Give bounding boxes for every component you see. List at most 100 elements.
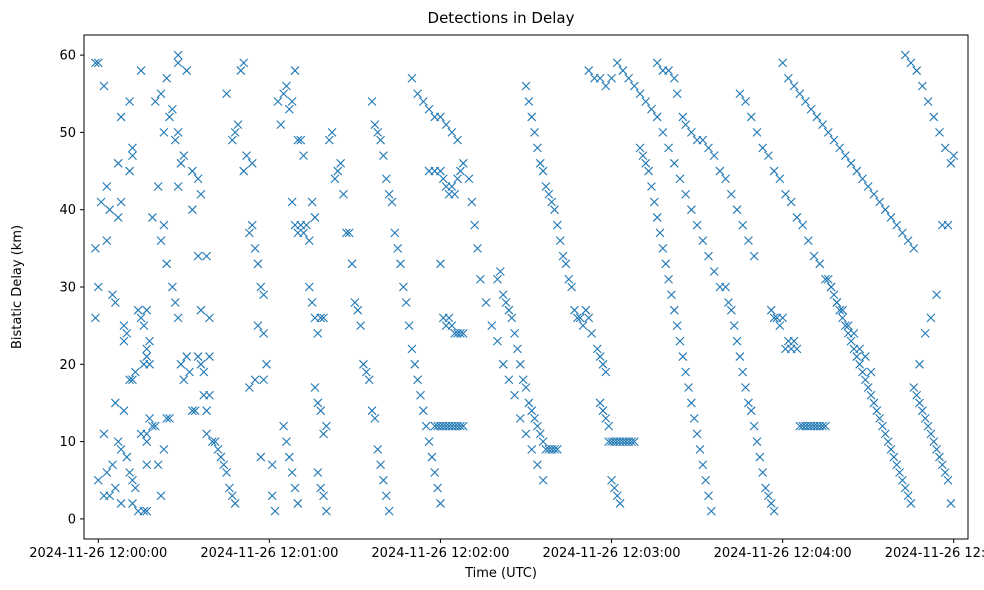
data-point-x-marker — [555, 236, 565, 246]
data-point-x-marker — [792, 344, 802, 354]
data-point-x-marker — [769, 313, 779, 323]
data-point-x-marker — [595, 352, 605, 361]
data-point-x-marker — [647, 104, 656, 114]
data-point-x-marker — [664, 274, 673, 284]
data-point-x-marker — [376, 135, 385, 145]
data-point-x-marker — [227, 491, 237, 501]
data-point-x-marker — [932, 444, 942, 454]
data-point-x-marker — [664, 143, 673, 153]
data-point-x-marker — [823, 274, 833, 284]
data-point-x-marker — [213, 444, 223, 454]
data-point-x-marker — [159, 444, 169, 454]
x-tick-label: 2024-11-26 12:03:00 — [543, 546, 681, 561]
data-point-x-marker — [159, 128, 169, 137]
data-point-x-marker — [321, 421, 331, 431]
data-point-x-marker — [319, 429, 328, 439]
data-point-x-marker — [193, 174, 203, 184]
data-point-x-marker — [538, 475, 548, 485]
data-point-x-marker — [267, 460, 277, 470]
data-point-x-marker — [735, 352, 745, 361]
data-point-x-marker — [732, 336, 742, 346]
data-point-x-marker — [538, 437, 548, 446]
data-point-x-marker — [381, 491, 391, 501]
data-point-x-marker — [595, 73, 605, 83]
data-point-x-marker — [347, 259, 357, 269]
data-point-x-marker — [752, 128, 762, 137]
data-point-x-marker — [361, 367, 371, 377]
data-point-x-marker — [655, 228, 665, 238]
data-point-x-marker — [846, 158, 856, 168]
data-point-x-marker — [527, 444, 537, 454]
data-point-x-marker — [835, 143, 845, 153]
data-point-x-marker — [282, 437, 291, 446]
data-point-x-marker — [113, 437, 123, 446]
data-point-x-marker — [247, 220, 257, 230]
data-point-x-marker — [168, 282, 177, 292]
data-point-x-marker — [595, 398, 605, 408]
data-point-x-marker — [524, 97, 534, 106]
data-point-x-marker — [929, 112, 939, 122]
data-point-x-marker — [267, 491, 277, 501]
data-point-x-marker — [299, 228, 308, 238]
data-point-x-marker — [219, 460, 229, 470]
data-point-x-marker — [667, 290, 676, 300]
data-point-x-marker — [122, 452, 132, 462]
data-point-x-marker — [869, 189, 879, 199]
points-layer — [91, 50, 959, 516]
x-tick-label: 2024-11-26 12:00:00 — [29, 546, 167, 561]
data-point-x-marker — [538, 166, 548, 176]
data-point-x-marker — [130, 367, 140, 377]
data-point-x-marker — [284, 452, 294, 462]
data-point-x-marker — [618, 66, 628, 75]
data-point-x-marker — [279, 89, 289, 99]
data-point-x-marker — [393, 243, 403, 253]
data-point-x-marker — [818, 421, 827, 431]
data-point-x-marker — [282, 81, 291, 91]
data-point-x-marker — [202, 406, 212, 416]
data-point-x-marker — [775, 321, 785, 331]
data-point-x-marker — [128, 151, 137, 160]
data-point-x-marker — [418, 406, 428, 416]
data-point-x-marker — [310, 213, 320, 222]
data-point-x-marker — [110, 398, 120, 408]
data-point-x-marker — [176, 158, 186, 168]
data-point-x-marker — [949, 151, 959, 160]
data-point-x-marker — [744, 236, 753, 246]
data-point-x-marker — [843, 321, 853, 331]
data-point-x-marker — [886, 444, 896, 454]
data-point-x-marker — [356, 321, 365, 331]
data-point-x-marker — [843, 328, 853, 338]
data-point-x-marker — [433, 483, 442, 493]
data-point-x-marker — [860, 352, 870, 361]
data-point-x-marker — [424, 104, 434, 114]
data-point-x-marker — [518, 375, 528, 385]
data-point-x-marker — [498, 359, 508, 369]
data-point-x-marker — [570, 305, 579, 315]
data-point-x-marker — [464, 174, 474, 184]
data-point-x-marker — [293, 135, 303, 145]
data-point-x-marker — [903, 491, 913, 501]
data-point-x-marker — [592, 344, 602, 354]
data-point-x-marker — [863, 182, 873, 191]
data-point-x-marker — [259, 290, 269, 300]
data-point-x-marker — [290, 66, 300, 75]
data-point-x-marker — [102, 468, 112, 477]
data-point-x-marker — [786, 197, 796, 207]
data-point-x-marker — [937, 460, 947, 470]
data-point-x-marker — [912, 66, 922, 75]
data-point-x-marker — [481, 298, 491, 307]
data-point-x-marker — [187, 205, 197, 215]
data-point-x-marker — [130, 483, 140, 493]
data-point-x-marker — [687, 398, 696, 408]
data-point-x-marker — [170, 298, 180, 307]
data-point-x-marker — [866, 390, 876, 400]
data-point-x-marker — [917, 81, 927, 91]
data-point-x-marker — [256, 282, 266, 292]
data-point-x-marker — [669, 73, 679, 83]
data-point-x-marker — [447, 321, 457, 331]
data-point-x-marker — [119, 336, 129, 346]
data-point-x-marker — [607, 475, 616, 485]
data-point-x-marker — [627, 437, 636, 446]
data-point-x-marker — [91, 243, 100, 253]
data-point-x-marker — [749, 421, 759, 431]
